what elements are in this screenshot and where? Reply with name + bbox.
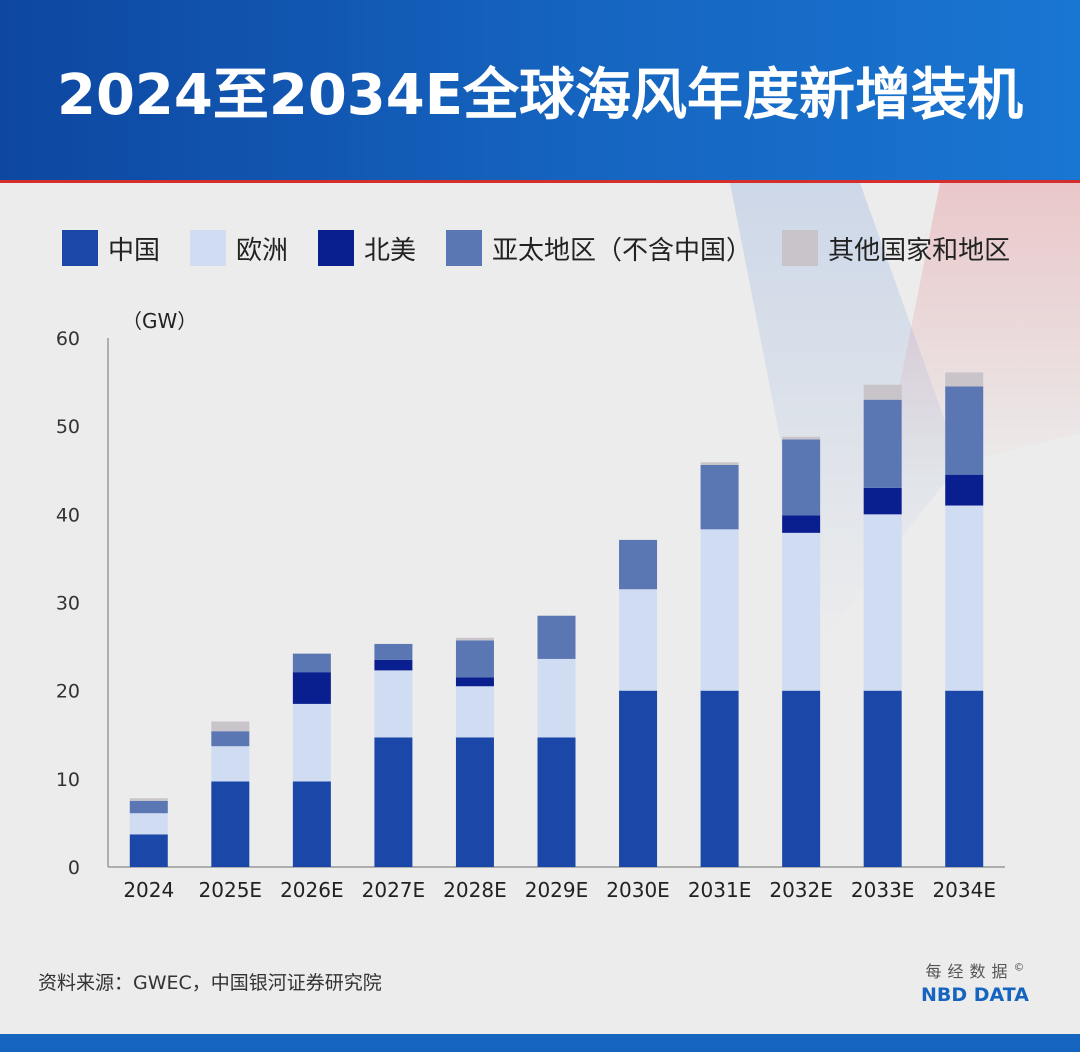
- bar-europe-2027E: [374, 670, 413, 738]
- bar-apac-2026E: [292, 653, 331, 673]
- bar-china-2027E: [374, 737, 413, 867]
- bar-europe-2033E: [863, 514, 902, 691]
- decor-blue-stripe: [730, 183, 960, 643]
- x-tick-label: 2026E: [280, 878, 344, 902]
- bar-apac-2024: [129, 800, 168, 814]
- bar-other-2025E: [211, 721, 250, 732]
- bar-europe-2030E: [619, 589, 658, 691]
- bar-europe-2028E: [455, 686, 494, 738]
- bar-china-2025E: [211, 781, 250, 867]
- bar-north_america-2026E: [292, 672, 331, 704]
- y-tick-label: 40: [56, 504, 80, 526]
- legend-label-north_america: 北美: [364, 235, 417, 266]
- bar-china-2029E: [537, 737, 576, 867]
- x-tick-label: 2024: [123, 878, 174, 902]
- legend-item-china: 中国: [62, 230, 160, 267]
- legend-swatch-apac: [446, 230, 483, 266]
- bar-north_america-2033E: [863, 487, 902, 515]
- bar-europe-2034E: [945, 505, 984, 691]
- bar-europe-2026E: [292, 703, 331, 782]
- bar-apac-2031E: [700, 464, 739, 530]
- bar-apac-2027E: [374, 643, 413, 660]
- y-tick-label: 50: [56, 416, 80, 438]
- bar-europe-2029E: [537, 658, 576, 738]
- bar-apac-2033E: [863, 399, 902, 488]
- legend-swatch-north_america: [318, 230, 355, 266]
- page-title: 2024至2034E全球海风年度新增装机: [57, 63, 1023, 128]
- bar-other-2024: [129, 798, 168, 801]
- brand-cn-text: 每经数据©: [925, 960, 1025, 981]
- bar-north_america-2028E: [455, 677, 494, 687]
- bar-europe-2031E: [700, 529, 739, 691]
- bar-china-2024: [129, 834, 168, 867]
- x-tick-label: 2030E: [606, 878, 670, 902]
- legend-item-europe: 欧洲: [190, 230, 288, 267]
- bar-china-2032E: [782, 690, 821, 867]
- bar-other-2033E: [863, 384, 902, 400]
- x-tick-label: 2029E: [525, 878, 589, 902]
- brand-en-text: NBD DATA: [921, 984, 1029, 1006]
- bar-north_america-2034E: [945, 474, 984, 506]
- legend-label-other: 其他国家和地区: [828, 235, 1011, 266]
- x-tick-label: 2033E: [851, 878, 915, 902]
- x-tick-label: 2034E: [932, 878, 996, 902]
- legend-label-china: 中国: [108, 235, 161, 266]
- bar-china-2033E: [863, 690, 902, 867]
- bar-north_america-2032E: [782, 515, 821, 533]
- legend-item-apac: 亚太地区（不含中国）: [446, 230, 752, 267]
- bar-china-2028E: [455, 737, 494, 867]
- x-tick-label: 2031E: [688, 878, 752, 902]
- legend-item-other: 其他国家和地区: [782, 230, 1010, 267]
- y-tick-label: 0: [68, 857, 80, 879]
- decor-red-stripe: [880, 183, 1080, 483]
- legend-label-apac: 亚太地区（不含中国）: [492, 235, 753, 266]
- brand-logo: 每经数据© NBD DATA: [900, 958, 1050, 1006]
- legend-label-europe: 欧洲: [236, 235, 289, 266]
- y-tick-label: 30: [56, 593, 80, 615]
- chart-legend: 中国 欧洲 北美 亚太地区（不含中国） 其他国家和地区: [62, 226, 1062, 270]
- bar-europe-2032E: [782, 532, 821, 691]
- bar-apac-2030E: [619, 539, 658, 590]
- legend-swatch-china: [62, 230, 98, 266]
- x-tick-label: 2025E: [199, 878, 263, 902]
- bar-apac-2029E: [537, 615, 576, 659]
- bar-apac-2025E: [211, 731, 250, 747]
- bar-other-2028E: [455, 637, 494, 641]
- bar-europe-2024: [129, 813, 168, 835]
- bar-europe-2025E: [211, 746, 250, 782]
- y-tick-label: 20: [56, 681, 80, 703]
- bar-apac-2028E: [455, 640, 494, 678]
- x-tick-label: 2027E: [362, 878, 426, 902]
- x-tick-label: 2032E: [769, 878, 833, 902]
- bar-other-2032E: [782, 436, 821, 440]
- legend-item-north_america: 北美: [318, 230, 416, 267]
- footer-bar: [0, 1034, 1080, 1052]
- header-accent-line: [0, 180, 1080, 183]
- background-decoration: [730, 183, 1080, 643]
- bar-china-2026E: [292, 781, 331, 867]
- y-axis-unit-label: （GW）: [122, 309, 197, 333]
- y-tick-label: 10: [56, 769, 80, 791]
- bar-china-2031E: [700, 690, 739, 867]
- source-note: 资料来源：GWEC，中国银河证券研究院: [38, 972, 382, 994]
- y-tick-label: 60: [56, 328, 80, 350]
- legend-swatch-other: [782, 230, 819, 266]
- bar-north_america-2027E: [374, 659, 413, 671]
- bar-china-2034E: [945, 690, 984, 867]
- bar-china-2030E: [619, 690, 658, 867]
- bar-apac-2032E: [782, 439, 821, 516]
- bar-other-2031E: [700, 462, 739, 465]
- legend-swatch-europe: [190, 230, 227, 266]
- bar-other-2034E: [945, 372, 984, 387]
- header-banner: [0, 0, 1080, 180]
- x-tick-label: 2028E: [443, 878, 507, 902]
- bar-apac-2034E: [945, 386, 984, 475]
